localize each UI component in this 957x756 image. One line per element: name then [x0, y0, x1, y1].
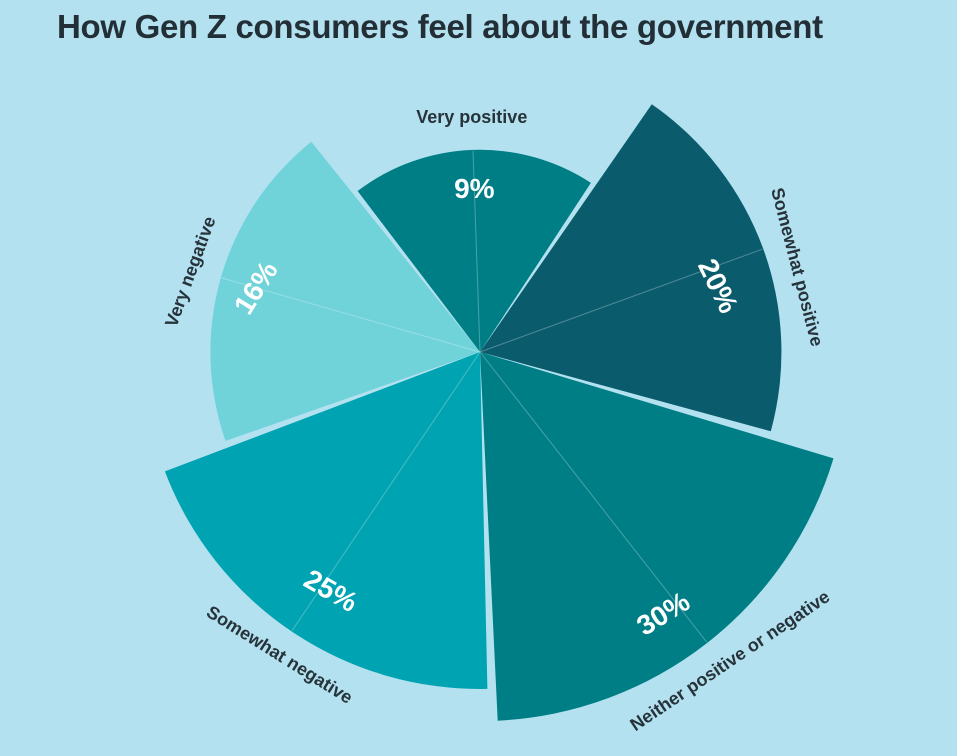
slice-value-label-very-positive: 9%: [454, 173, 495, 204]
slice-seam-line: [479, 351, 708, 643]
pie-slice-somewhat-negative: [164, 352, 488, 689]
pie-slice-very-negative: [210, 141, 480, 441]
slice-seam-line: [291, 351, 481, 631]
pie-slice-very-positive: [357, 149, 591, 352]
chart-title: How Gen Z consumers feel about the gover…: [57, 8, 823, 45]
slice-category-label-very-negative: Very negative: [161, 214, 219, 330]
slice-seam-line: [472, 150, 481, 353]
slice-category-label-very-positive: Very positive: [416, 107, 527, 127]
slice-seam-line: [221, 277, 481, 353]
slice-seam-line: [479, 248, 763, 353]
pie-slice-neither-positive-or-negative: [480, 352, 834, 721]
pie-slice-somewhat-positive: [480, 104, 782, 432]
